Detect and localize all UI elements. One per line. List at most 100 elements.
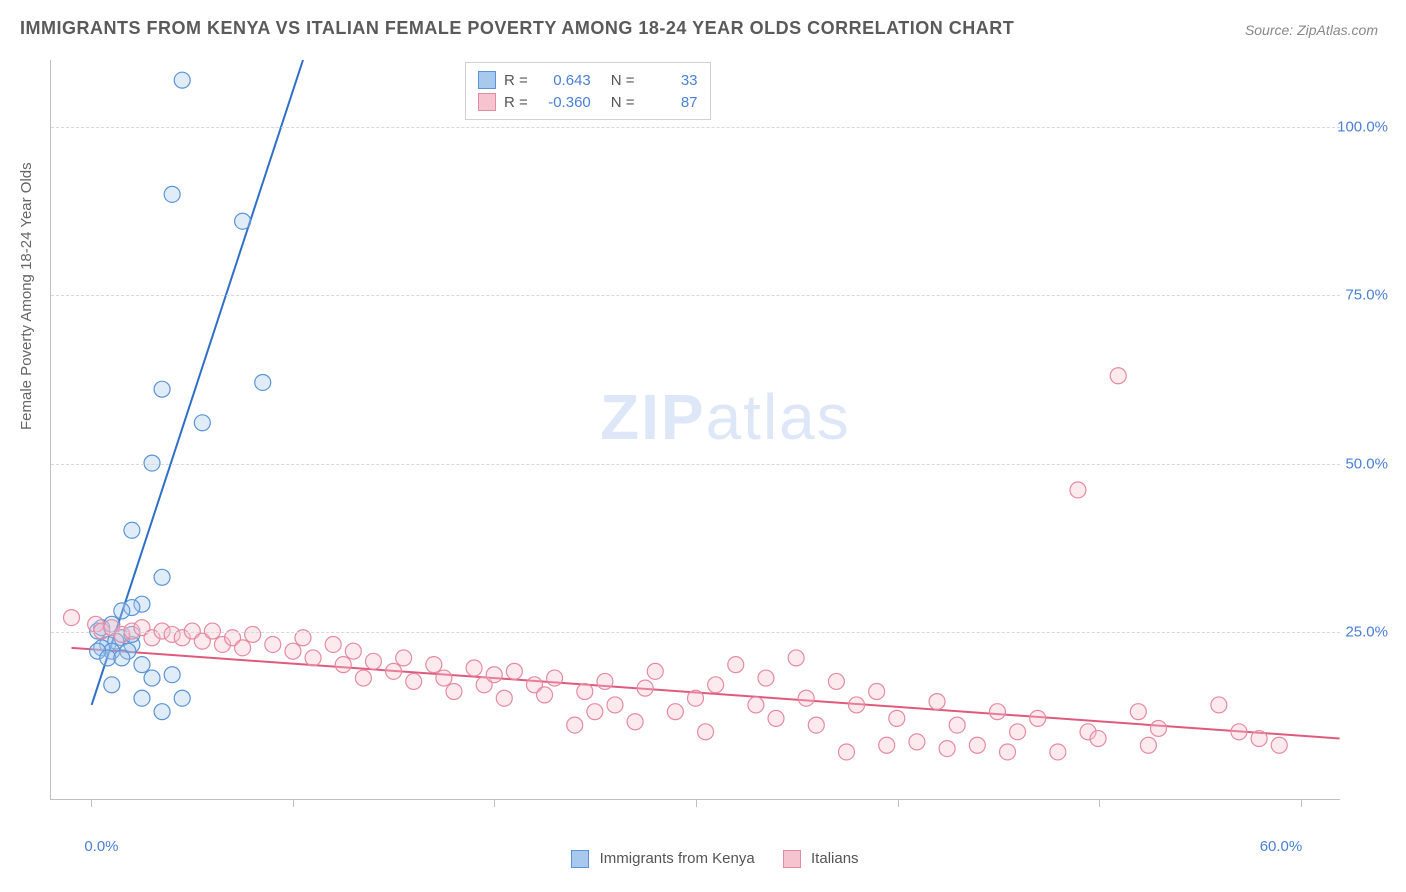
legend-n-value-italians: 87 bbox=[643, 94, 698, 111]
data-point bbox=[1251, 731, 1267, 747]
legend-bottom-label-kenya: Immigrants from Kenya bbox=[600, 850, 755, 867]
y-tick-label: 75.0% bbox=[1345, 287, 1388, 304]
data-point bbox=[1231, 724, 1247, 740]
data-point bbox=[436, 670, 452, 686]
data-point bbox=[174, 72, 190, 88]
data-point bbox=[396, 650, 412, 666]
data-point bbox=[939, 741, 955, 757]
data-point bbox=[154, 381, 170, 397]
data-point bbox=[698, 724, 714, 740]
data-point bbox=[768, 710, 784, 726]
legend-swatch-italians bbox=[478, 93, 496, 111]
data-point bbox=[889, 710, 905, 726]
data-point bbox=[1010, 724, 1026, 740]
data-point bbox=[345, 643, 361, 659]
x-tick bbox=[1099, 799, 1100, 807]
legend-bottom-swatch-kenya bbox=[571, 850, 589, 868]
legend-n-label: N = bbox=[611, 72, 635, 89]
y-tick-label: 100.0% bbox=[1337, 119, 1388, 136]
x-tick bbox=[293, 799, 294, 807]
data-point bbox=[466, 660, 482, 676]
data-point bbox=[496, 690, 512, 706]
data-point bbox=[194, 415, 210, 431]
legend-r-value-kenya: 0.643 bbox=[536, 72, 591, 89]
data-point bbox=[828, 673, 844, 689]
data-point bbox=[567, 717, 583, 733]
data-point bbox=[134, 657, 150, 673]
y-tick-label: 50.0% bbox=[1345, 455, 1388, 472]
grid-line-h bbox=[51, 464, 1340, 465]
data-point bbox=[1271, 737, 1287, 753]
data-point bbox=[788, 650, 804, 666]
data-point bbox=[235, 640, 251, 656]
data-point bbox=[688, 690, 704, 706]
data-point bbox=[597, 673, 613, 689]
data-point bbox=[667, 704, 683, 720]
x-tick-label: 0.0% bbox=[84, 838, 118, 855]
data-point bbox=[798, 690, 814, 706]
grid-line-h bbox=[51, 295, 1340, 296]
data-point bbox=[989, 704, 1005, 720]
y-tick-label: 25.0% bbox=[1345, 623, 1388, 640]
data-point bbox=[114, 650, 130, 666]
data-point bbox=[114, 603, 130, 619]
data-point bbox=[969, 737, 985, 753]
data-point bbox=[174, 690, 190, 706]
data-point bbox=[144, 670, 160, 686]
data-point bbox=[1211, 697, 1227, 713]
data-point bbox=[1090, 731, 1106, 747]
data-point bbox=[607, 697, 623, 713]
y-axis-label: Female Poverty Among 18-24 Year Olds bbox=[18, 162, 35, 430]
legend-bottom-label-italians: Italians bbox=[811, 850, 859, 867]
data-point bbox=[647, 663, 663, 679]
grid-line-h bbox=[51, 127, 1340, 128]
legend-stats-row-kenya: R = 0.643 N = 33 bbox=[478, 69, 698, 91]
data-point bbox=[134, 690, 150, 706]
data-point bbox=[164, 667, 180, 683]
x-tick bbox=[696, 799, 697, 807]
legend-stats: R = 0.643 N = 33 R = -0.360 N = 87 bbox=[465, 62, 711, 120]
data-point bbox=[849, 697, 865, 713]
data-point bbox=[265, 636, 281, 652]
data-point bbox=[869, 684, 885, 700]
data-point bbox=[285, 643, 301, 659]
plot-area bbox=[50, 60, 1340, 800]
legend-n-value-kenya: 33 bbox=[643, 72, 698, 89]
data-point bbox=[355, 670, 371, 686]
legend-r-label: R = bbox=[504, 72, 528, 89]
data-point bbox=[838, 744, 854, 760]
data-point bbox=[154, 704, 170, 720]
data-point bbox=[587, 704, 603, 720]
data-point bbox=[808, 717, 824, 733]
data-point bbox=[245, 626, 261, 642]
data-point bbox=[154, 569, 170, 585]
data-point bbox=[949, 717, 965, 733]
source-attribution: Source: ZipAtlas.com bbox=[1245, 22, 1378, 38]
data-point bbox=[325, 636, 341, 652]
data-point bbox=[1030, 710, 1046, 726]
data-point bbox=[426, 657, 442, 673]
data-point bbox=[506, 663, 522, 679]
data-point bbox=[124, 522, 140, 538]
legend-series: Immigrants from Kenya Italians bbox=[0, 850, 1406, 868]
data-point bbox=[446, 684, 462, 700]
data-point bbox=[1050, 744, 1066, 760]
data-point bbox=[1150, 720, 1166, 736]
data-point bbox=[748, 697, 764, 713]
scatter-plot-svg bbox=[51, 60, 1340, 799]
grid-line-h bbox=[51, 632, 1340, 633]
data-point bbox=[365, 653, 381, 669]
data-point bbox=[627, 714, 643, 730]
data-point bbox=[1130, 704, 1146, 720]
data-point bbox=[104, 677, 120, 693]
data-point bbox=[577, 684, 593, 700]
data-point bbox=[386, 663, 402, 679]
data-point bbox=[1110, 368, 1126, 384]
data-point bbox=[1140, 737, 1156, 753]
data-point bbox=[909, 734, 925, 750]
data-point bbox=[164, 186, 180, 202]
legend-stats-row-italians: R = -0.360 N = 87 bbox=[478, 91, 698, 113]
x-tick bbox=[494, 799, 495, 807]
x-tick bbox=[898, 799, 899, 807]
data-point bbox=[335, 657, 351, 673]
